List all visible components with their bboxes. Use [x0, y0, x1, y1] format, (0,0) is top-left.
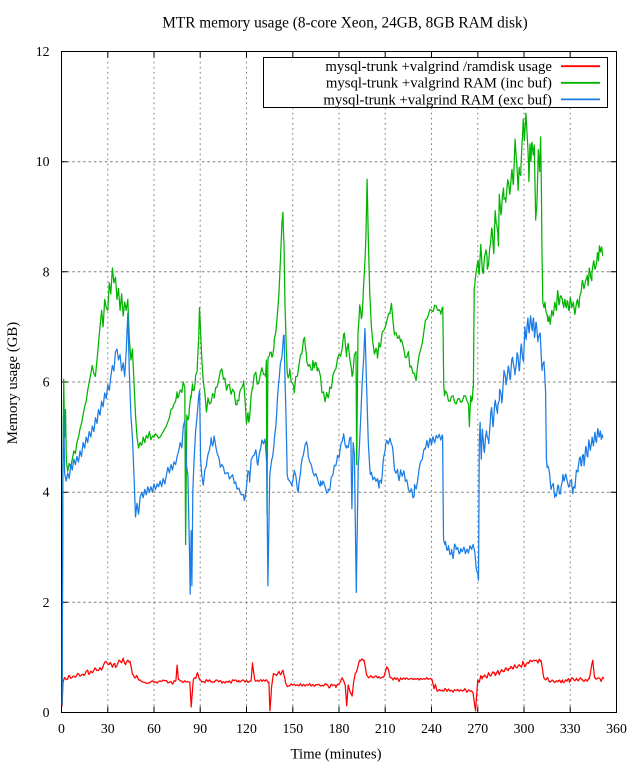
svg-text:0: 0: [58, 721, 65, 736]
svg-text:210: 210: [375, 721, 396, 736]
svg-text:8: 8: [43, 264, 50, 279]
svg-text:mysql-trunk +valgrind RAM (inc: mysql-trunk +valgrind RAM (inc buf): [326, 76, 552, 92]
svg-text:300: 300: [514, 721, 535, 736]
svg-text:Memory usage (GB): Memory usage (GB): [5, 322, 21, 445]
svg-text:Time (minutes): Time (minutes): [290, 747, 381, 763]
svg-text:mysql-trunk +valgrind RAM (exc: mysql-trunk +valgrind RAM (exc buf): [323, 92, 552, 108]
svg-text:30: 30: [101, 721, 115, 736]
svg-text:0: 0: [43, 705, 50, 720]
svg-text:360: 360: [606, 721, 627, 736]
svg-text:240: 240: [421, 721, 442, 736]
svg-text:120: 120: [236, 721, 257, 736]
svg-text:2: 2: [43, 595, 50, 610]
svg-text:4: 4: [43, 485, 50, 500]
svg-text:270: 270: [467, 721, 488, 736]
svg-text:10: 10: [36, 154, 50, 169]
svg-text:6: 6: [43, 375, 50, 390]
svg-text:mysql-trunk +valgrind /ramdisk: mysql-trunk +valgrind /ramdisk usage: [325, 59, 552, 75]
svg-text:330: 330: [560, 721, 581, 736]
svg-text:MTR memory usage (8-core Xeon,: MTR memory usage (8-core Xeon, 24GB, 8GB…: [162, 15, 527, 32]
svg-text:150: 150: [282, 721, 303, 736]
svg-text:90: 90: [193, 721, 207, 736]
svg-text:12: 12: [36, 44, 50, 59]
svg-text:180: 180: [329, 721, 350, 736]
svg-text:60: 60: [147, 721, 161, 736]
